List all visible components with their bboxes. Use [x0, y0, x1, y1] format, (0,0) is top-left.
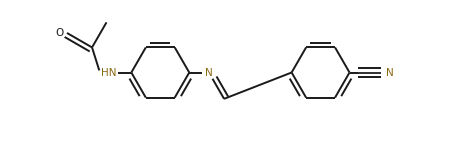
Text: HN: HN — [101, 68, 116, 77]
Text: O: O — [56, 28, 64, 38]
Text: N: N — [205, 68, 213, 77]
Text: N: N — [386, 68, 394, 77]
